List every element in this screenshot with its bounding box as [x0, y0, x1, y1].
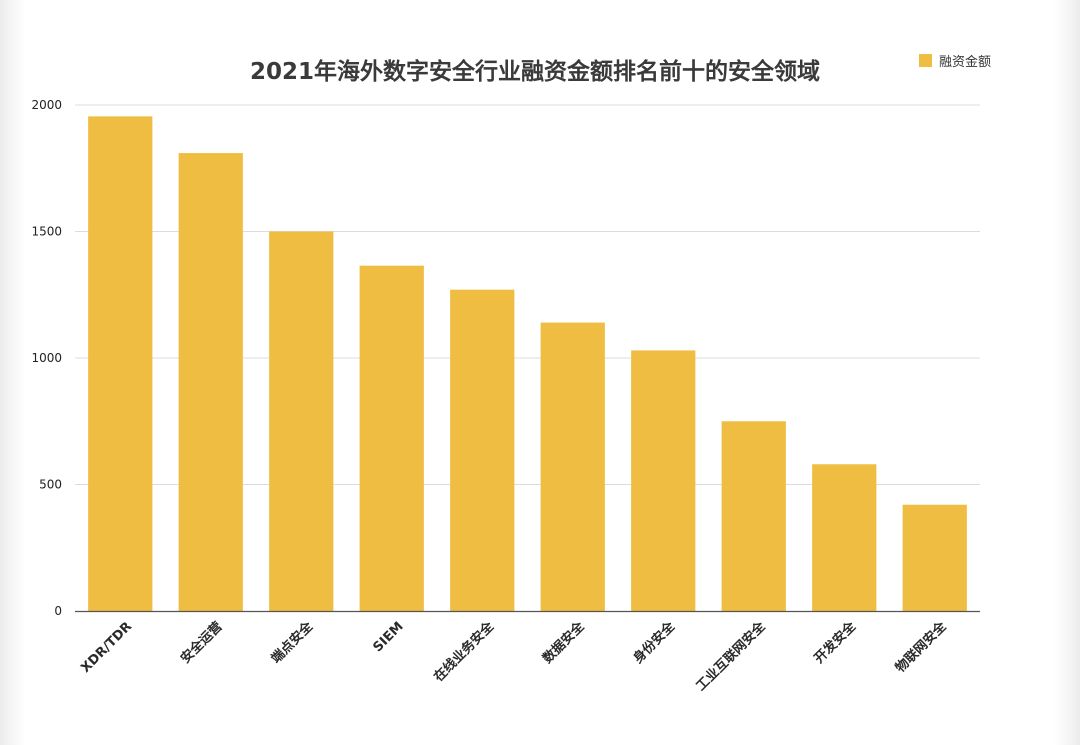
bar-5	[450, 289, 515, 611]
bar-9	[812, 464, 877, 611]
x-tick-label: 开发安全	[811, 618, 860, 667]
bars	[88, 116, 967, 611]
y-tick-label: 0	[54, 604, 62, 618]
y-tick-label: 500	[39, 478, 62, 492]
chart-title: 2021年海外数字安全行业融资金额排名前十的安全领域	[249, 59, 820, 85]
bar-6	[540, 322, 605, 611]
y-tick-label: 1000	[31, 351, 62, 365]
bar-10	[902, 504, 967, 611]
legend-swatch	[919, 54, 932, 67]
y-tick-label: 2000	[31, 98, 62, 112]
legend: 融资金额	[919, 51, 991, 70]
x-tick-label: 工业互联网安全	[693, 618, 769, 694]
bar-8	[721, 421, 786, 611]
x-axis-ticks: XDR/TDR 安全运营 端点安全 SIEM 在线业务安全 数据安全 身份安全 工业互联网安全…	[78, 618, 950, 694]
y-axis-ticks: 0 500 1000 1500 2000	[31, 98, 62, 618]
x-tick-label: 物联网安全	[892, 618, 950, 676]
bar-4	[359, 265, 424, 611]
x-tick-label: SIEM	[370, 619, 406, 655]
legend-label: 融资金额	[939, 55, 992, 70]
x-tick-label: 安全运营	[177, 619, 225, 667]
bar-1	[88, 116, 153, 611]
y-tick-label: 1500	[31, 225, 62, 239]
x-tick-label: 在线业务安全	[431, 618, 498, 685]
x-tick-label: 数据安全	[539, 618, 588, 667]
x-tick-label: 身份安全	[630, 618, 679, 667]
x-tick-label: XDR/TDR	[78, 619, 135, 676]
x-tick-label: 端点安全	[268, 618, 317, 667]
bar-3	[269, 231, 334, 611]
bar-2	[178, 153, 243, 611]
bar-7	[631, 350, 696, 611]
